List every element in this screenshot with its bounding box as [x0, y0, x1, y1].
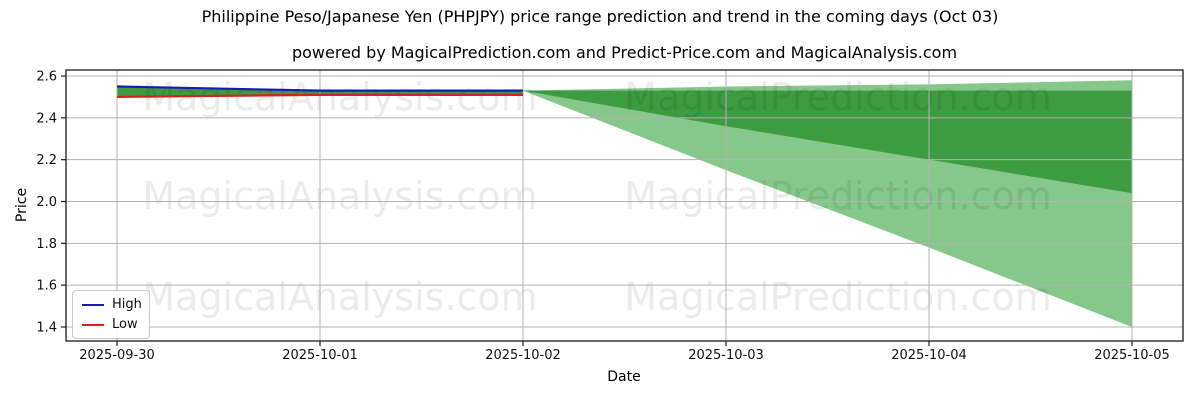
x-tick-label: 2025-10-02: [485, 348, 561, 363]
legend-label: Low: [112, 317, 138, 332]
x-tick-label: 2025-09-30: [79, 348, 155, 363]
high-line-swatch: [82, 303, 104, 306]
chart-subtitle: powered by MagicalPrediction.com and Pre…: [291, 43, 958, 62]
legend-label: High: [112, 297, 142, 312]
y-tick-label: 2.6: [36, 70, 57, 85]
x-tick-label: 2025-10-05: [1094, 348, 1170, 363]
watermark-analysis: MagicalAnalysis.com: [142, 275, 537, 319]
watermark-prediction: MagicalPrediction.com: [624, 75, 1052, 119]
y-tick-label: 2.2: [36, 153, 57, 168]
y-tick-label: 2.4: [36, 111, 57, 126]
prediction-inner-band: [523, 90, 1132, 194]
x-axis-label: Date: [607, 369, 640, 385]
legend: High Low: [72, 290, 150, 339]
plot-border: [65, 69, 1184, 342]
watermark-prediction: MagicalPrediction.com: [624, 174, 1052, 218]
y-tick-label: 1.8: [36, 237, 57, 252]
low-line-swatch: [82, 323, 104, 326]
chart-title: Philippine Peso/Japanese Yen (PHPJPY) pr…: [201, 7, 999, 26]
x-tick-label: 2025-10-03: [688, 348, 764, 363]
watermark-analysis: MagicalAnalysis.com: [142, 174, 537, 218]
legend-item-high: High: [82, 297, 142, 312]
y-axis-label: Price: [14, 188, 30, 222]
high-line: [116, 85, 523, 92]
x-tick-label: 2025-10-04: [891, 348, 967, 363]
watermark-prediction: MagicalPrediction.com: [624, 275, 1052, 319]
legend-item-low: Low: [82, 318, 140, 331]
y-tick-label: 1.6: [36, 279, 57, 294]
y-tick-label: 2.0: [36, 195, 57, 210]
low-line: [116, 93, 523, 99]
y-tick-label: 1.4: [36, 320, 57, 335]
x-tick-label: 2025-10-01: [282, 348, 358, 363]
